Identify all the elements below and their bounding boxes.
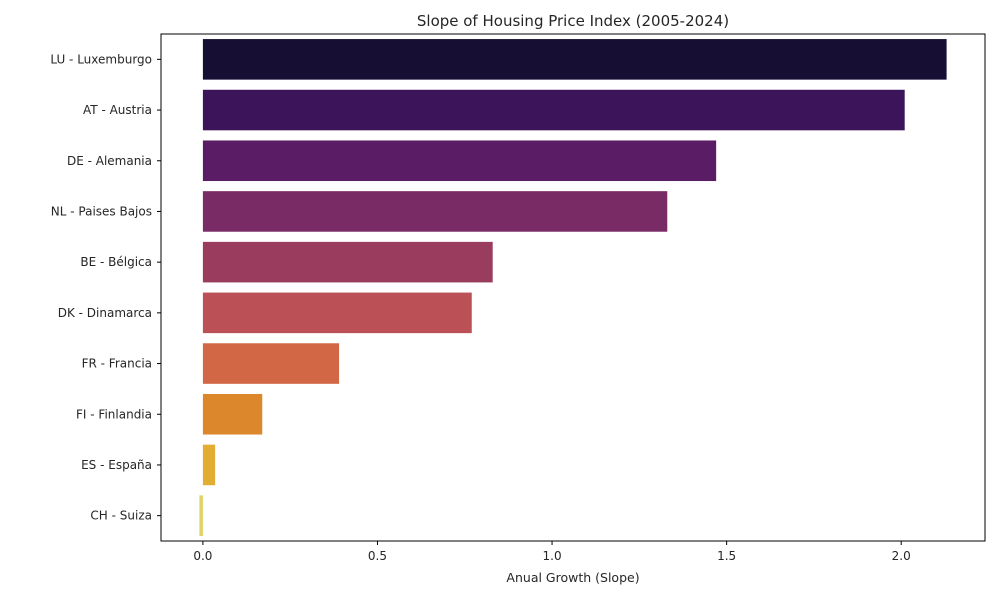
y-axis-ticks: LU - Luxemburgo AT - Austria DE - Alemania…: [50, 52, 161, 523]
y-tick-label: FI - Finlandia: [76, 407, 152, 421]
bar-es: [202, 444, 216, 486]
bar-dk: [202, 292, 472, 334]
bars-group: [199, 39, 947, 536]
y-tick-label: CH - Suiza: [90, 509, 152, 523]
x-axis-title: Anual Growth (Slope): [506, 570, 639, 585]
y-tick-label: FR - Francia: [82, 357, 152, 371]
chart-title: Slope of Housing Price Index (2005-2024): [417, 12, 729, 30]
x-axis-ticks: 0.0 0.5 1.0 1.5 2.0: [193, 541, 911, 563]
y-tick-label: NL - Paises Bajos: [51, 204, 152, 218]
bar-be: [202, 241, 493, 283]
bar-fr: [202, 343, 340, 384]
bar-at: [202, 89, 905, 131]
y-tick-label: BE - Bélgica: [80, 255, 152, 269]
bar-fi: [202, 393, 263, 435]
x-tick-label: 1.0: [543, 549, 562, 563]
x-tick-label: 0.5: [368, 549, 387, 563]
y-tick-label: ES - España: [81, 458, 152, 472]
bar-lu: [202, 39, 947, 80]
bar-ch: [199, 495, 203, 536]
y-tick-label: DE - Alemania: [67, 154, 152, 168]
y-tick-label: DK - Dinamarca: [58, 306, 152, 320]
x-tick-label: 2.0: [892, 549, 911, 563]
y-tick-label: AT - Austria: [83, 103, 152, 117]
x-tick-label: 0.0: [193, 549, 212, 563]
bar-de: [202, 140, 717, 182]
y-tick-label: LU - Luxemburgo: [50, 52, 152, 66]
plot-frame: [160, 33, 986, 542]
x-tick-label: 1.5: [717, 549, 736, 563]
bar-nl: [202, 191, 668, 232]
